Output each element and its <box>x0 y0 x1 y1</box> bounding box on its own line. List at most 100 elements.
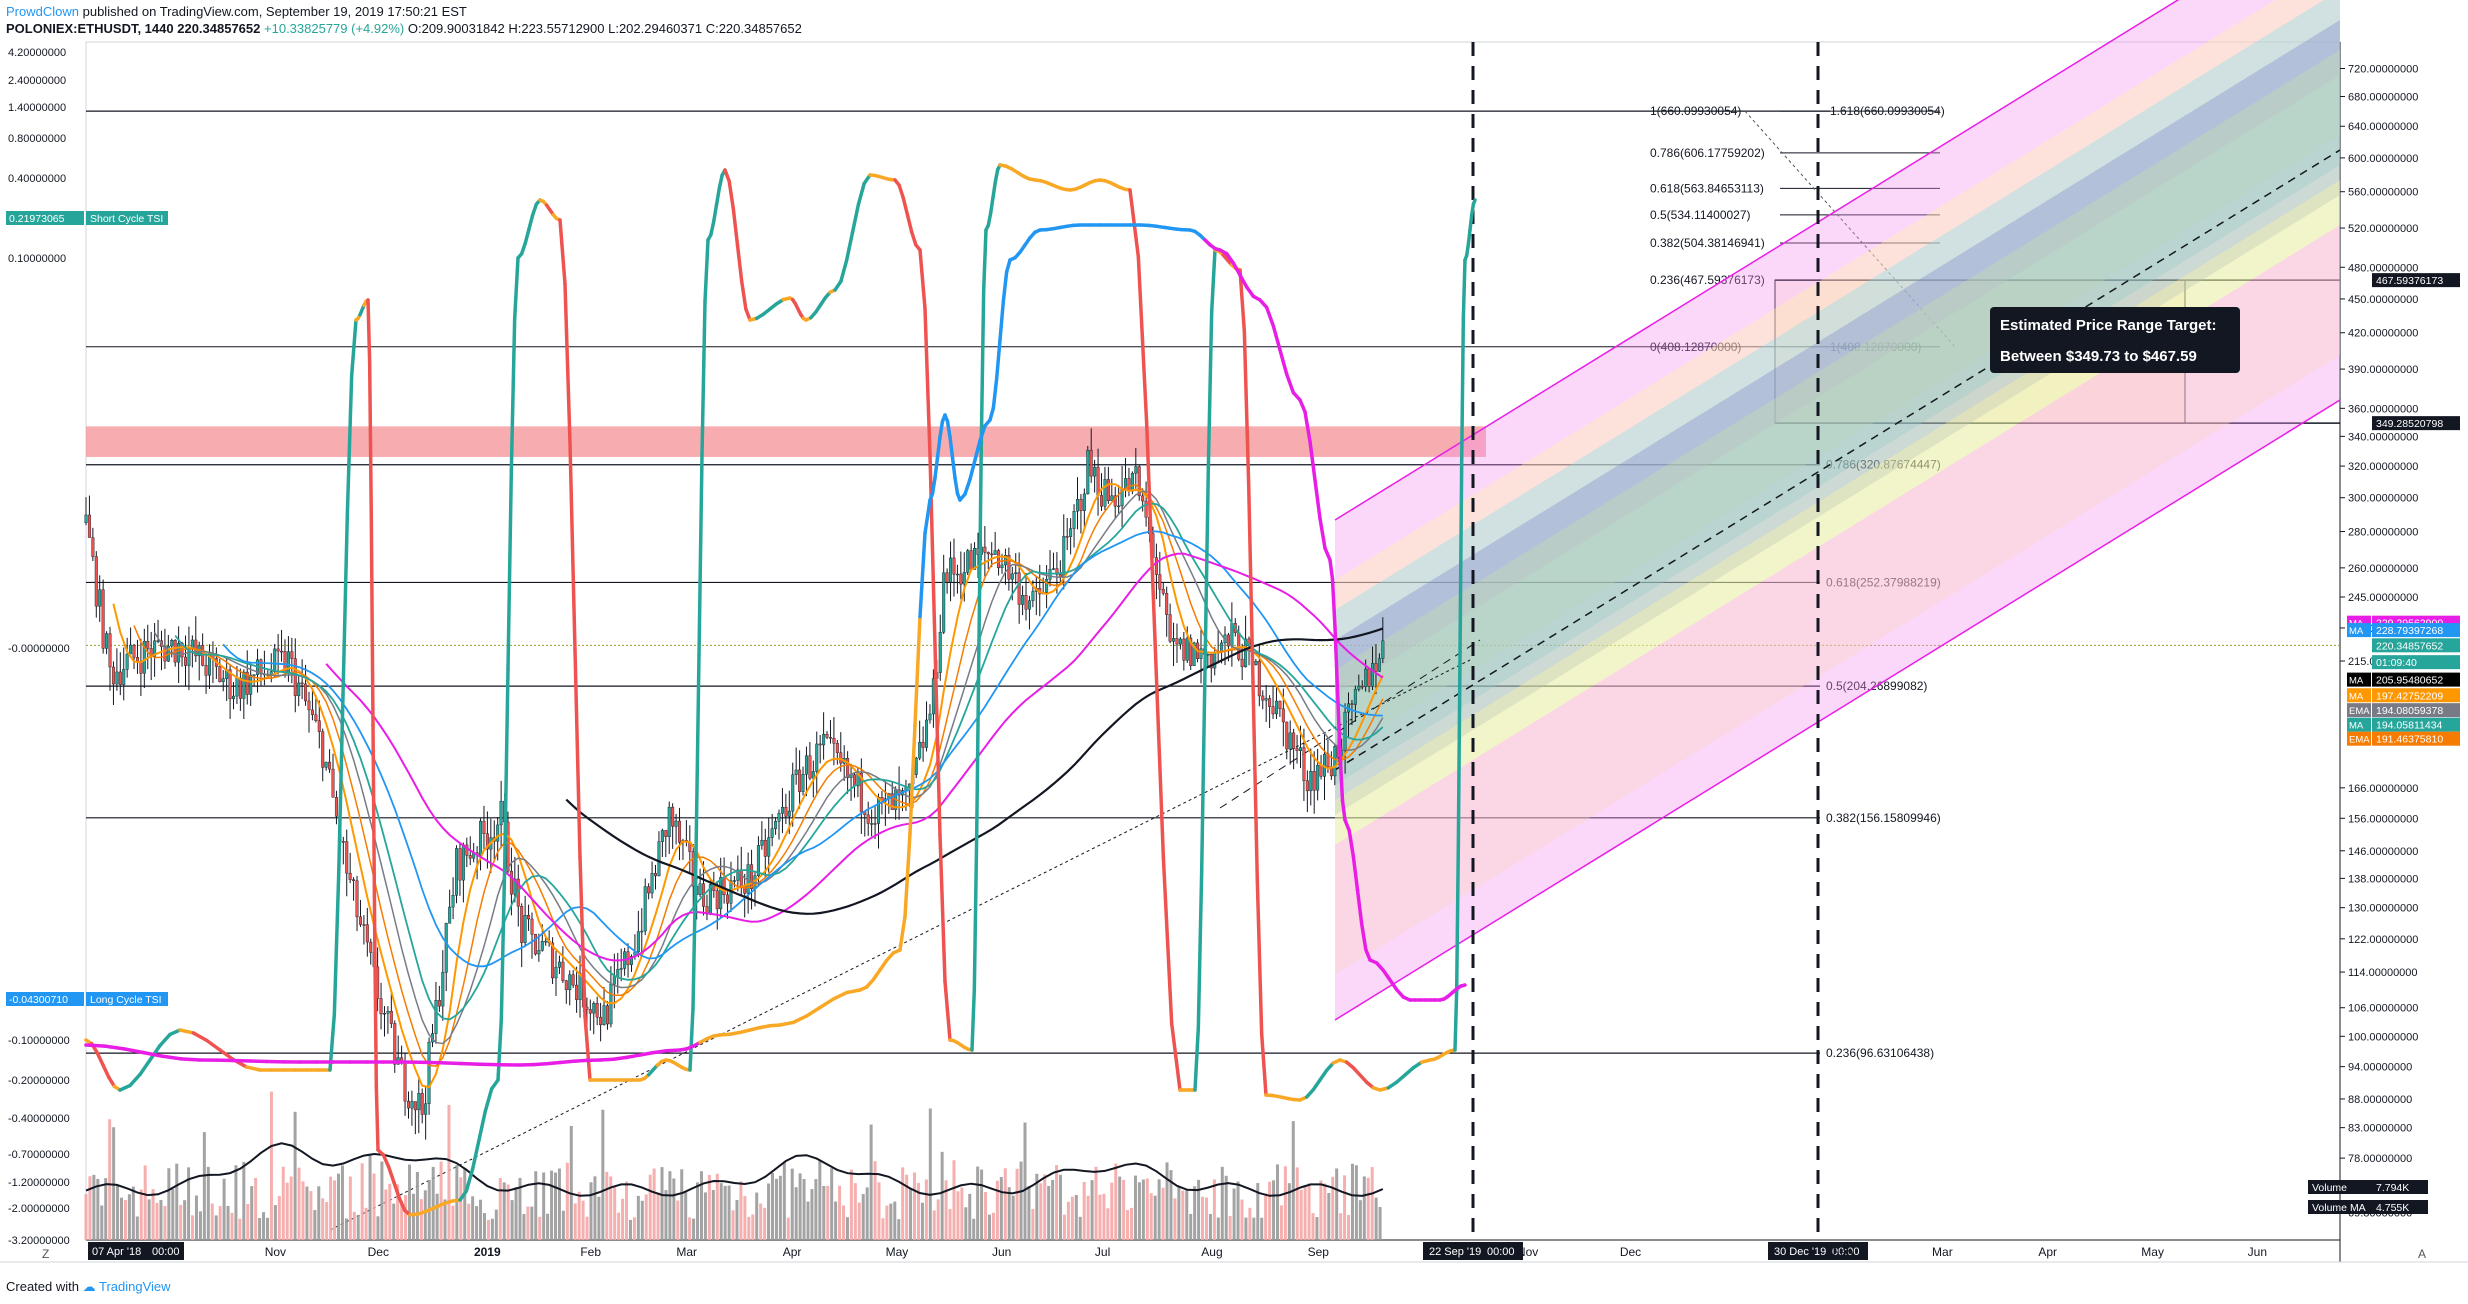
short-cycle-tsi-segment <box>178 1028 196 1035</box>
volume-bar <box>242 1161 246 1240</box>
candle-body <box>300 682 304 685</box>
author-link[interactable]: ProwdClown <box>6 4 79 19</box>
time-tick-label: May <box>2141 1245 2164 1259</box>
volume-bar <box>435 1193 439 1240</box>
candle-body <box>455 848 459 896</box>
volume-bar <box>1208 1214 1212 1240</box>
volume-bar <box>1145 1178 1149 1240</box>
short-cycle-tsi-segment <box>369 518 375 727</box>
candle-body <box>1124 478 1128 489</box>
volume-bar <box>329 1176 333 1240</box>
short-cycle-tsi-segment <box>717 173 724 190</box>
fib-extension-label: 1(660.09930054) <box>1650 104 1741 118</box>
candle-body <box>523 915 527 943</box>
short-cycle-tsi-segment <box>489 1078 500 1091</box>
candle-body <box>1144 500 1148 518</box>
volume-bar <box>482 1213 486 1240</box>
candle-body <box>1065 536 1069 538</box>
long-cycle-tsi-segment <box>1004 258 1012 274</box>
candle-body <box>1093 466 1097 477</box>
volume-bar <box>1003 1168 1007 1240</box>
short-cycle-tsi-segment <box>477 1109 488 1142</box>
price-label-bg <box>2372 416 2460 431</box>
volume-bar <box>1197 1179 1201 1240</box>
auto-scale-button[interactable]: A <box>2418 1247 2427 1261</box>
volume-bar <box>735 1199 739 1240</box>
candle-body <box>1333 746 1337 777</box>
fib-extension-label: 0.382(504.38146941) <box>1650 236 1765 250</box>
volume-bar <box>297 1167 301 1240</box>
volume-value: 4.755K <box>2376 1202 2409 1214</box>
candle-body <box>441 972 445 1007</box>
candle-body <box>1010 573 1014 580</box>
volume-bar <box>364 1207 368 1240</box>
annotation-title: Estimated Price Range Target: <box>2000 317 2216 334</box>
volume-bar <box>628 1219 632 1240</box>
short-cycle-tsi-segment <box>371 723 377 932</box>
candle-body <box>1274 700 1278 715</box>
candle-body <box>715 890 719 910</box>
volume-bar <box>510 1200 514 1240</box>
channel-lower-line <box>1334 399 2341 1021</box>
volume-bar <box>479 1199 483 1240</box>
last-price: 220.34857652 <box>177 21 261 36</box>
candle-body <box>204 665 208 676</box>
channel-outer-band <box>1335 225 2340 1020</box>
candle-body <box>612 976 616 985</box>
time-tick-label: Mar <box>1932 1245 1953 1259</box>
candle-body <box>667 806 671 837</box>
volume-bar <box>100 1205 104 1240</box>
tsi-tick-label: -0.10000000 <box>8 1035 70 1047</box>
volume-bar <box>1311 1213 1315 1240</box>
short-cycle-tsi-segment <box>970 987 977 1052</box>
long-cycle-tsi-segment <box>1364 947 1372 962</box>
volume-bar <box>909 1188 913 1240</box>
candle-body <box>321 731 325 768</box>
candle-body <box>177 642 181 663</box>
volume-bar <box>1347 1214 1351 1240</box>
ma-blue-line <box>222 530 1383 968</box>
timezone-button[interactable]: Z <box>42 1247 50 1261</box>
volume-bar <box>940 1151 944 1240</box>
volume-bar <box>810 1189 814 1240</box>
volume-bar <box>1011 1195 1015 1240</box>
volume-bar <box>1031 1209 1035 1240</box>
time-marker-badge <box>1423 1242 1523 1260</box>
candle-body <box>918 741 922 759</box>
volume-bar <box>920 1202 924 1240</box>
channel-cyan-band <box>1335 0 2340 785</box>
candle-body <box>314 714 318 721</box>
volume-bar <box>447 1104 451 1240</box>
ema-orange-line <box>112 483 1384 1089</box>
volume-bar <box>238 1218 242 1240</box>
candle-body <box>719 877 723 910</box>
candle-body <box>499 800 503 826</box>
price-tick-label: 260.00000000 <box>2348 563 2418 575</box>
price-tick-label: 88.00000000 <box>2348 1094 2412 1106</box>
volume-bar <box>1133 1175 1137 1240</box>
volume-bar <box>104 1178 108 1240</box>
tradingview-link[interactable]: TradingView <box>99 1279 171 1294</box>
candle-body <box>369 941 373 953</box>
long-cycle-tsi-segment <box>903 831 912 919</box>
short-cycle-tsi-segment <box>519 241 528 256</box>
candle-body <box>290 651 294 659</box>
long-cycle-tsi-segment <box>933 455 940 480</box>
candle-body <box>832 738 836 744</box>
volume-bar <box>944 1180 948 1240</box>
long-cycle-tsi-segment <box>1271 324 1282 352</box>
channel-median-line <box>1334 149 2341 771</box>
long-cycle-tsi-segment <box>1347 828 1356 859</box>
short-cycle-tsi-segment <box>700 299 707 457</box>
price-label-text: 01:09:40 <box>2376 657 2417 669</box>
candle-body <box>417 1093 421 1111</box>
volume-bar <box>218 1206 222 1240</box>
volume-bar <box>786 1217 790 1240</box>
price-label-tag: EMA <box>2349 706 2370 717</box>
candle-body <box>595 1003 599 1018</box>
volume-bar <box>396 1184 400 1240</box>
volume-bar <box>1212 1179 1216 1240</box>
candle-body <box>1134 466 1138 474</box>
channel-outer-band <box>1335 0 2340 695</box>
